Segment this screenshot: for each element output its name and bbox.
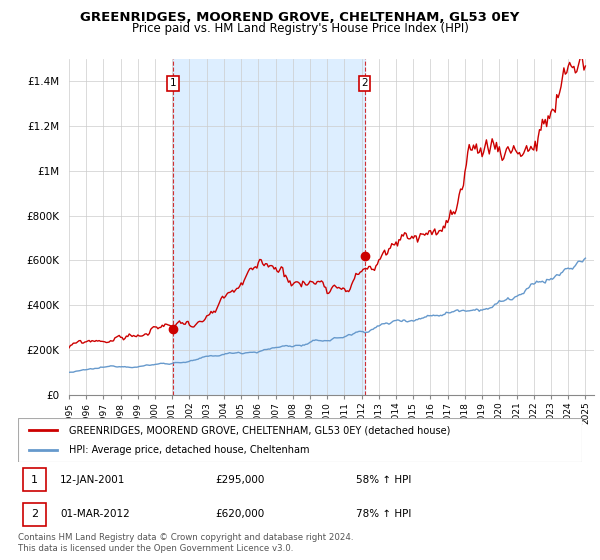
Text: 58% ↑ HPI: 58% ↑ HPI [356,475,412,484]
Text: Contains HM Land Registry data © Crown copyright and database right 2024.
This d: Contains HM Land Registry data © Crown c… [18,533,353,553]
Text: 2: 2 [361,78,368,88]
Text: 12-JAN-2001: 12-JAN-2001 [60,475,125,484]
Text: Price paid vs. HM Land Registry's House Price Index (HPI): Price paid vs. HM Land Registry's House … [131,22,469,35]
Text: 1: 1 [31,475,38,484]
Text: 78% ↑ HPI: 78% ↑ HPI [356,510,412,519]
Text: 1: 1 [170,78,176,88]
Text: GREENRIDGES, MOOREND GROVE, CHELTENHAM, GL53 0EY: GREENRIDGES, MOOREND GROVE, CHELTENHAM, … [80,11,520,24]
Text: 01-MAR-2012: 01-MAR-2012 [60,510,130,519]
Text: £295,000: £295,000 [215,475,265,484]
Bar [23,503,46,526]
Bar [173,59,365,395]
Text: HPI: Average price, detached house, Cheltenham: HPI: Average price, detached house, Chel… [69,445,309,455]
Text: GREENRIDGES, MOOREND GROVE, CHELTENHAM, GL53 0EY (detached house): GREENRIDGES, MOOREND GROVE, CHELTENHAM, … [69,425,450,435]
Text: £620,000: £620,000 [215,510,265,519]
Text: 2: 2 [31,510,38,519]
Bar [23,468,46,491]
